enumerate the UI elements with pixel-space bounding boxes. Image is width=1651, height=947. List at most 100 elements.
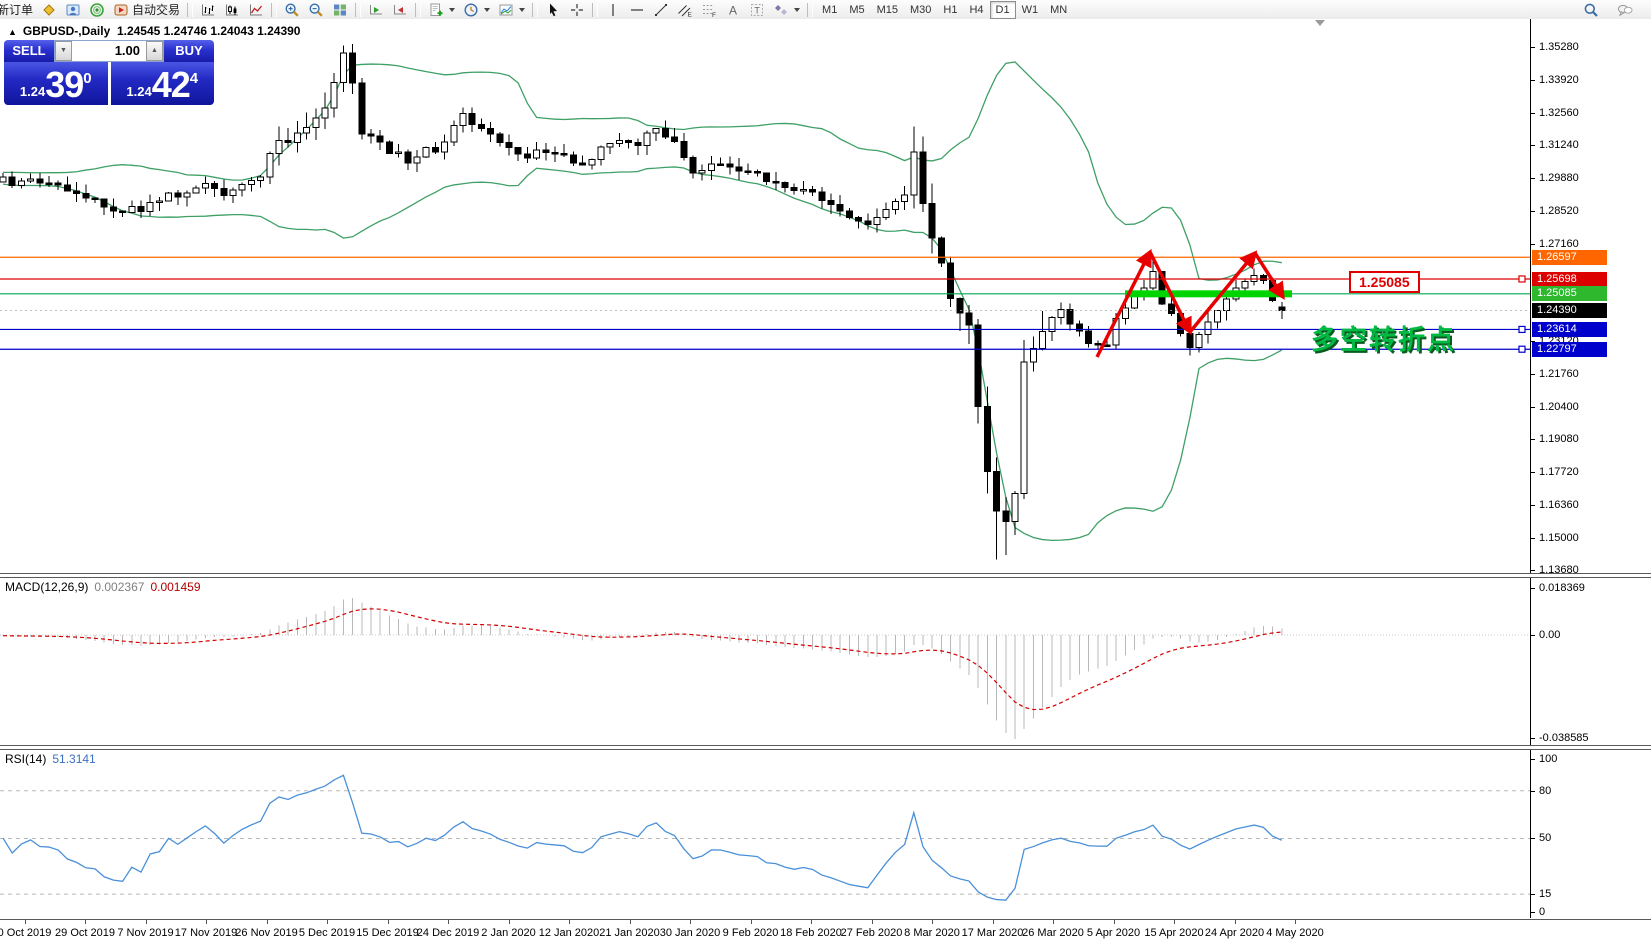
- new-order-button[interactable]: 新订单: [0, 3, 34, 17]
- macd-pane[interactable]: [0, 578, 1530, 745]
- dropdown-caret-icon: [794, 7, 801, 12]
- candlestick-chart-button[interactable]: [220, 1, 244, 18]
- equidistant-channel-button[interactable]: E: [673, 1, 697, 18]
- price-tick-label: 1.21760: [1539, 368, 1579, 381]
- price-chart[interactable]: [0, 19, 1530, 573]
- timeframe-m1-button[interactable]: M1: [822, 3, 838, 16]
- candle-body: [1075, 323, 1083, 332]
- charts-profile-button[interactable]: [37, 1, 61, 18]
- candle-body: [891, 201, 899, 211]
- timeframe-h4-button[interactable]: H4: [969, 3, 984, 16]
- candle-body: [1158, 270, 1166, 305]
- timeframe-m30-button[interactable]: M30: [910, 3, 932, 16]
- rsi-pane[interactable]: [0, 750, 1530, 918]
- date-tick: [85, 920, 86, 924]
- volume-decrease-button[interactable]: ▼: [55, 41, 72, 61]
- timeframe-m15-button[interactable]: M15: [876, 3, 898, 16]
- candle-body: [247, 180, 255, 186]
- chart-shift-button[interactable]: [388, 1, 412, 18]
- date-tick: [629, 920, 631, 924]
- candlesticks: [0, 44, 1286, 560]
- candle-body: [146, 201, 154, 213]
- shapes-button[interactable]: [769, 1, 804, 18]
- candle-body: [1066, 309, 1074, 325]
- candle-body: [864, 220, 872, 225]
- bar-chart-button[interactable]: [196, 1, 220, 18]
- trend-arrow[interactable]: [1253, 252, 1285, 300]
- indicators-button[interactable]: [424, 1, 459, 18]
- support-line-2-handle[interactable]: [1518, 345, 1526, 353]
- trendline-button[interactable]: [649, 1, 673, 18]
- market-watch-button[interactable]: [61, 1, 85, 18]
- bollinger-lower-band[interactable]: [2, 166, 1283, 542]
- resistance-line-2-handle[interactable]: [1518, 275, 1526, 283]
- bollinger-upper-band[interactable]: [2, 61, 1282, 281]
- autotrading-button[interactable]: 自动交易: [109, 1, 184, 18]
- tile-windows-button[interactable]: [328, 1, 352, 18]
- green-zone-bar[interactable]: [1125, 290, 1292, 298]
- zoom-out-button[interactable]: [304, 1, 328, 18]
- candle-body: [1029, 348, 1037, 363]
- candle-body: [293, 132, 301, 143]
- trend-arrow[interactable]: [1095, 248, 1152, 358]
- support-line-1-axis-label[interactable]: 1.23614: [1532, 321, 1607, 337]
- macd-signal-line[interactable]: [2, 608, 1282, 711]
- turning-point-annotation[interactable]: 多空转折点: [1311, 325, 1456, 355]
- pane-separator[interactable]: [0, 745, 1651, 750]
- signals-button[interactable]: [85, 1, 109, 18]
- fibonacci-button[interactable]: F: [697, 1, 721, 18]
- pivot-line-axis-label[interactable]: 1.25085: [1532, 286, 1607, 302]
- crosshair-button[interactable]: [565, 1, 589, 18]
- zoom-in-button[interactable]: [280, 1, 304, 18]
- pane-separator[interactable]: [0, 573, 1651, 578]
- candle-body: [275, 140, 283, 154]
- volume-increase-button[interactable]: ▲: [146, 41, 163, 61]
- buy-button[interactable]: BUY: [164, 40, 214, 62]
- chart-shift-marker[interactable]: [1315, 20, 1325, 26]
- templates-button[interactable]: [494, 1, 529, 18]
- sell-price-button[interactable]: 1.24 39 0: [4, 62, 108, 105]
- candle-body: [73, 190, 81, 195]
- search-button[interactable]: [1579, 1, 1603, 18]
- candle-body: [54, 182, 62, 186]
- candle-body: [1195, 334, 1203, 348]
- timeframe-h1-button[interactable]: H1: [943, 3, 958, 16]
- price-tick-label: 1.20400: [1539, 401, 1579, 414]
- date-label: 5 Apr 2020: [1086, 927, 1141, 939]
- templates-icon: [498, 2, 514, 18]
- vertical-line-button[interactable]: [601, 1, 625, 18]
- collapse-icon[interactable]: ▲: [8, 27, 17, 37]
- candle-body: [1094, 342, 1102, 346]
- rsi-tick-label: 0: [1539, 906, 1546, 918]
- timeframe-d1-button[interactable]: D1: [989, 0, 1016, 19]
- buy-price-button[interactable]: 1.24 42 4: [110, 62, 214, 105]
- time-axis[interactable]: 0 Oct 2019 29 Oct 2019 7 Nov 2019 17 Nov 20…: [0, 919, 1651, 947]
- rsi-line[interactable]: [2, 774, 1283, 901]
- line-chart-button[interactable]: [244, 1, 268, 18]
- support-line-1-handle[interactable]: [1518, 325, 1526, 334]
- resistance-line-2-axis-label[interactable]: 1.25698: [1532, 271, 1607, 287]
- text-label-button[interactable]: T: [745, 1, 769, 18]
- current-price-axis-label[interactable]: 1.24390: [1532, 303, 1607, 319]
- resistance-line-1-axis-label[interactable]: 1.26597: [1532, 249, 1607, 265]
- text-button[interactable]: A: [721, 1, 745, 18]
- timeframe-m5-button[interactable]: M5: [849, 3, 865, 16]
- buy-price-sup: 4: [189, 70, 199, 87]
- cursor-button[interactable]: [541, 1, 565, 18]
- timeframe-mn-button[interactable]: MN: [1050, 3, 1068, 16]
- price-annotation-box[interactable]: 1.25085: [1349, 271, 1420, 293]
- auto-scroll-button[interactable]: [364, 1, 388, 18]
- support-line-2-axis-label[interactable]: 1.22797: [1532, 341, 1607, 357]
- timeframe-w1-button[interactable]: W1: [1021, 3, 1039, 16]
- volume-input[interactable]: 1.00: [114, 43, 140, 58]
- horizontal-line-button[interactable]: [625, 1, 649, 18]
- trend-arrow[interactable]: [1148, 251, 1192, 336]
- sell-button[interactable]: SELL: [4, 40, 54, 62]
- sell-price-big: 39: [45, 64, 84, 105]
- chat-button[interactable]: [1613, 1, 1637, 18]
- price-axis: 1.35280 1.33920 1.32560 1.31240 1.29880 1.285…: [1530, 19, 1651, 576]
- date-tick: [690, 920, 691, 924]
- periods-button[interactable]: [459, 1, 494, 18]
- trend-arrow[interactable]: [1188, 250, 1258, 334]
- candle-body: [1278, 306, 1286, 312]
